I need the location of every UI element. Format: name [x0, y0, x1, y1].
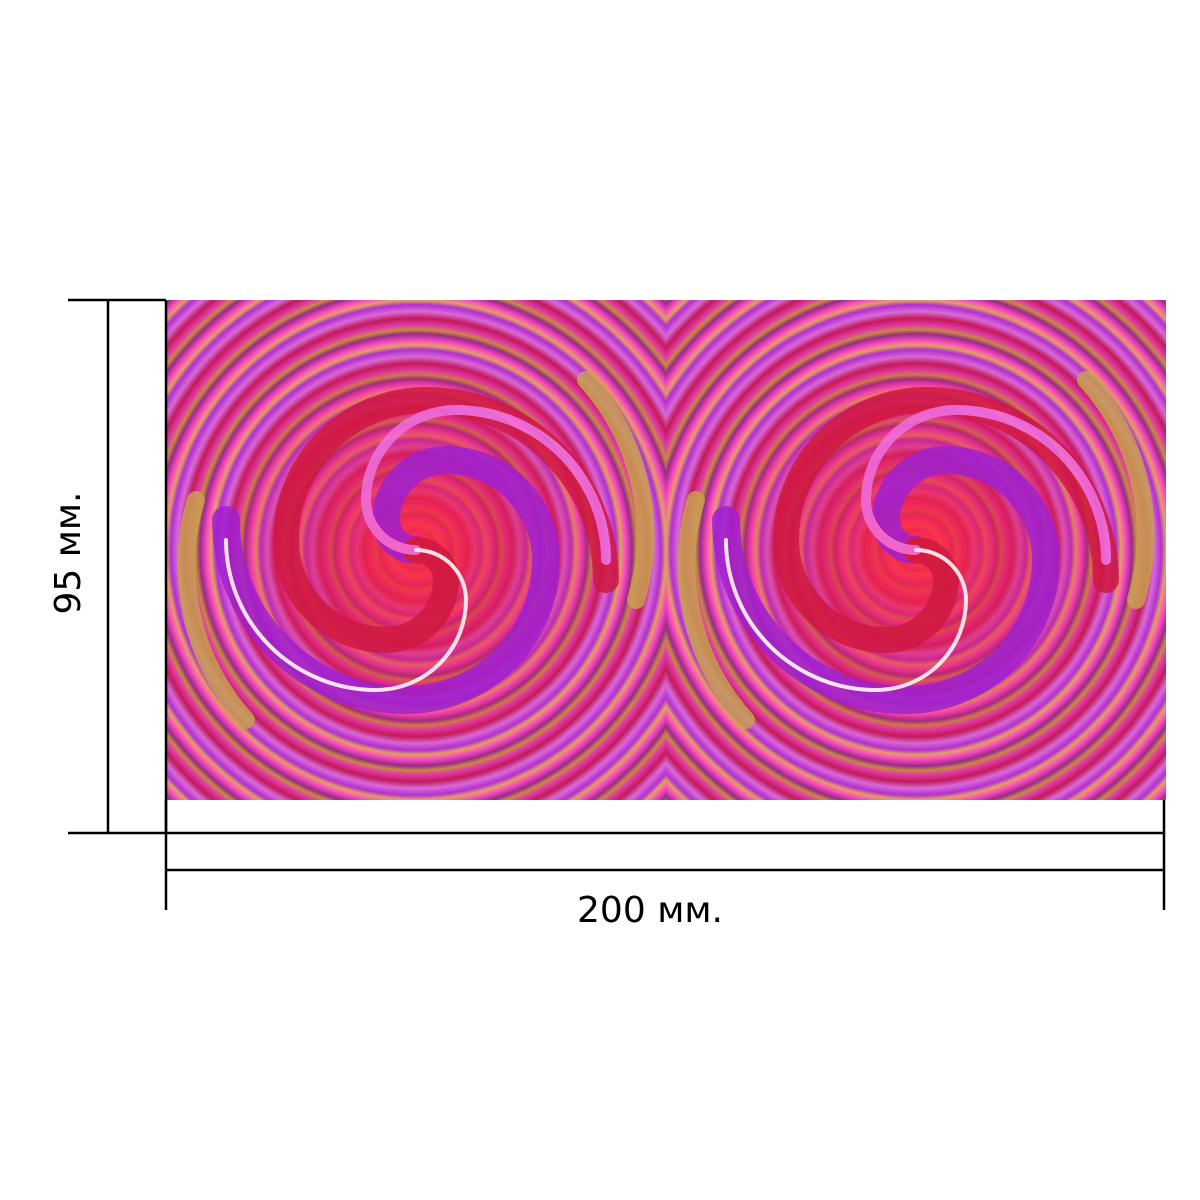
- product-image: [166, 300, 1166, 800]
- width-label: 200 мм.: [577, 890, 723, 931]
- height-label: 95 мм.: [48, 491, 89, 614]
- width-dimension: 200 мм.: [164, 800, 1166, 931]
- height-dimension: 95 мм.: [48, 298, 168, 835]
